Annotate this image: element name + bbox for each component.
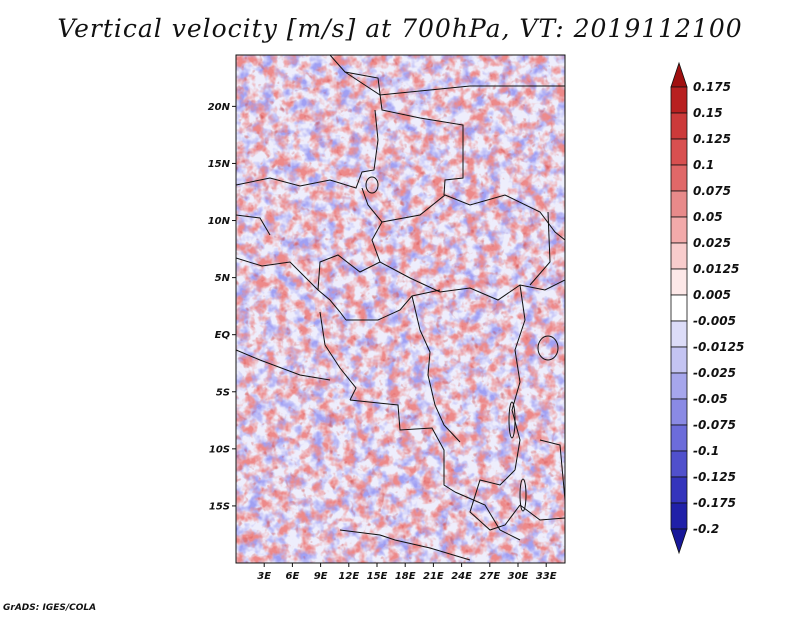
longitude-axis: 3E 6E 9E 12E 15E 18E 21E 24E 27E 30E 33E bbox=[257, 563, 557, 582]
colorbar-label: 0.0125 bbox=[693, 262, 739, 276]
colorbar-label: 0.1 bbox=[693, 158, 714, 172]
colorbar-box bbox=[670, 398, 688, 426]
lat-tick-label: EQ bbox=[215, 330, 231, 341]
colorbar-label: 0.025 bbox=[693, 236, 731, 250]
lat-tick-label: 15N bbox=[208, 159, 231, 170]
lat-tick-label: 20N bbox=[208, 102, 231, 113]
colorbar-box bbox=[670, 346, 688, 374]
colorbar-label: -0.075 bbox=[693, 418, 736, 432]
lat-tick-label: 10N bbox=[208, 216, 231, 227]
velocity-field bbox=[236, 55, 565, 563]
colorbar-box bbox=[670, 216, 688, 244]
colorbar-label: -0.1 bbox=[693, 444, 719, 458]
lon-tick-label: 6E bbox=[286, 571, 300, 582]
colorbar-label: 0.05 bbox=[693, 210, 723, 224]
colorbar-box bbox=[670, 112, 688, 140]
lon-tick-label: 21E bbox=[423, 571, 444, 582]
colorbar-box bbox=[670, 268, 688, 296]
lon-tick-label: 3E bbox=[257, 571, 271, 582]
colorbar-label: -0.05 bbox=[693, 392, 728, 406]
colorbar-label: -0.025 bbox=[693, 366, 736, 380]
map-frame bbox=[235, 54, 566, 564]
colorbar-box bbox=[670, 502, 688, 530]
colorbar-box bbox=[670, 86, 688, 114]
lat-tick-label: 10S bbox=[209, 444, 230, 455]
latitude-axis: 20N 15N 10N 5N EQ 5S 10S 15S bbox=[208, 102, 236, 512]
colorbar-box bbox=[670, 372, 688, 400]
colorbar-label: 0.125 bbox=[693, 132, 731, 146]
colorbar-label: -0.2 bbox=[693, 522, 719, 536]
colorbar-box bbox=[670, 476, 688, 504]
colorbar-top-arrow bbox=[670, 61, 688, 88]
colorbar-label: -0.175 bbox=[693, 496, 736, 510]
lon-tick-label: 30E bbox=[508, 571, 529, 582]
lon-tick-label: 24E bbox=[451, 571, 472, 582]
colorbar-box bbox=[670, 424, 688, 452]
lat-tick-label: 15S bbox=[209, 501, 230, 512]
colorbar-label: 0.005 bbox=[693, 288, 731, 302]
colorbar-label: -0.125 bbox=[693, 470, 736, 484]
lon-tick-label: 18E bbox=[395, 571, 416, 582]
colorbar: 0.175 0.15 0.125 0.1 0.075 0.05 0.025 0.0125 0.0… bbox=[670, 61, 744, 555]
colorbar-box bbox=[670, 190, 688, 218]
colorbar-label: 0.175 bbox=[693, 80, 731, 94]
colorbar-label: 0.075 bbox=[693, 184, 731, 198]
lon-tick-label: 15E bbox=[367, 571, 388, 582]
plot-title: Vertical velocity [m/s] at 700hPa, VT: 2… bbox=[57, 14, 743, 43]
lon-tick-label: 9E bbox=[314, 571, 328, 582]
country-borders bbox=[236, 55, 565, 561]
lon-tick-label: 27E bbox=[479, 571, 500, 582]
grads-credit: GrADS: IGES/COLA bbox=[3, 603, 97, 613]
colorbar-box bbox=[670, 242, 688, 270]
colorbar-box bbox=[670, 294, 688, 322]
lon-tick-label: 33E bbox=[536, 571, 557, 582]
lat-tick-label: 5N bbox=[215, 273, 231, 284]
colorbar-box bbox=[670, 138, 688, 166]
colorbar-label: -0.005 bbox=[693, 314, 736, 328]
lon-tick-label: 12E bbox=[338, 571, 359, 582]
lakes bbox=[365, 176, 559, 512]
colorbar-box bbox=[670, 320, 688, 348]
colorbar-box bbox=[670, 450, 688, 478]
colorbar-box bbox=[670, 164, 688, 192]
colorbar-label: 0.15 bbox=[693, 106, 723, 120]
lat-tick-label: 5S bbox=[216, 387, 230, 398]
colorbar-bottom-arrow bbox=[670, 528, 688, 555]
colorbar-label: -0.0125 bbox=[693, 340, 744, 354]
